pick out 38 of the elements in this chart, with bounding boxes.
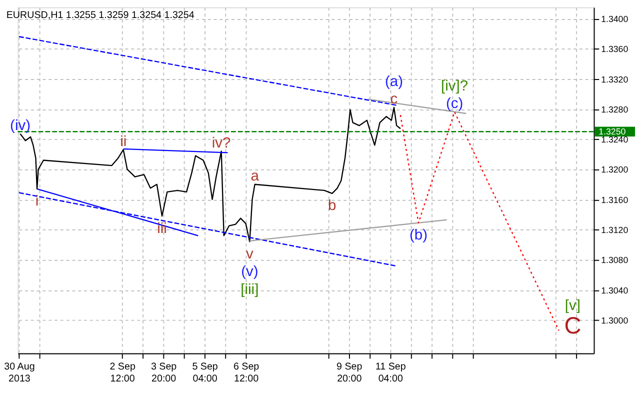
x-tick-label: 30 Aug 2013 (4, 361, 35, 384)
annotation: [v] (564, 298, 580, 314)
annotation: iii (157, 220, 167, 237)
y-tick-label: 1.3000 (601, 316, 628, 326)
ref-line-label: 1.3250 (598, 126, 626, 137)
y-tick-label: 1.3120 (601, 225, 628, 236)
y-tick-label: 1.3240 (601, 134, 628, 145)
annotation: v (246, 246, 254, 262)
y-tick-label: 1.3400 (601, 14, 628, 24)
y-tick-label: 1.3080 (601, 255, 628, 266)
y-tick-label: 1.3200 (601, 164, 628, 175)
annotation: (c) (446, 96, 464, 112)
x-tick-label: 9 Sep 20:00 (336, 361, 363, 384)
annotation: c (390, 92, 398, 108)
annotation: C (564, 312, 582, 339)
annotation: (v) (241, 264, 258, 280)
annotation: a (250, 168, 260, 184)
chart-title: EURUSD,H1 1.3255 1.3259 1.3254 1.3254 (6, 10, 195, 22)
y-tick-label: 1.3360 (601, 44, 628, 54)
line-series (400, 111, 560, 332)
annotation: ii (120, 134, 127, 150)
x-tick-label: 5 Sep 04:00 (192, 361, 218, 384)
annotation: (b) (409, 228, 428, 244)
annotation: (a) (384, 74, 404, 90)
annotation: iv? (212, 135, 231, 152)
x-tick-label: 6 Sep 12:00 (233, 361, 260, 384)
annotation: b (328, 198, 336, 214)
y-tick-label: 1.3280 (601, 104, 628, 114)
annotation: [iii] (240, 282, 259, 298)
y-tick-label: 1.3040 (601, 285, 628, 296)
annotation: [iv]? (441, 78, 468, 94)
y-tick-label: 1.3160 (601, 194, 628, 205)
annotation: (iv) (10, 118, 31, 134)
x-tick-label: 11 Sep 04:00 (375, 361, 406, 384)
y-tick-label: 1.3320 (601, 74, 628, 84)
x-tick-label: 2 Sep 12:00 (110, 361, 136, 384)
annotation: i (35, 194, 39, 210)
x-tick-label: 3 Sep 20:00 (150, 361, 178, 384)
